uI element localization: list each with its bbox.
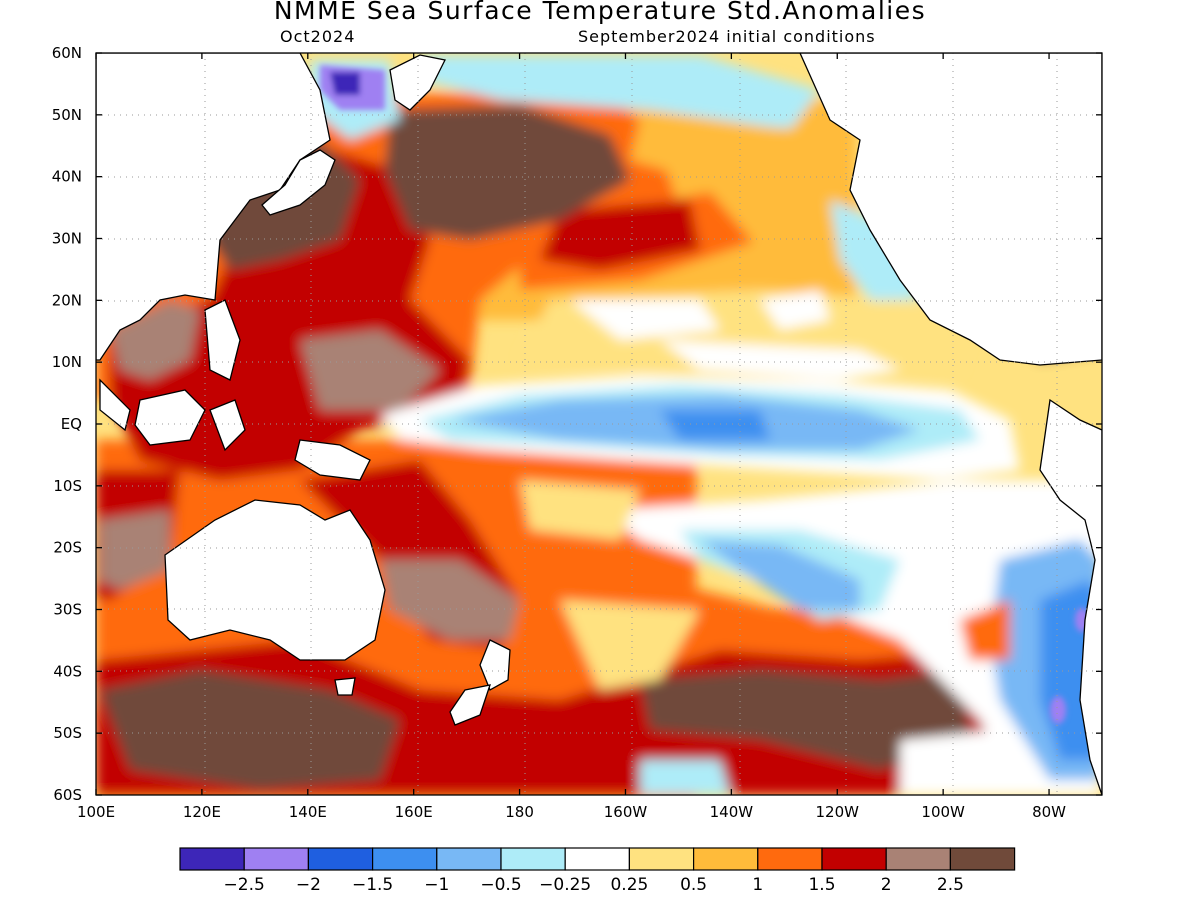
colorbar-label: 1 <box>752 875 763 895</box>
colorbar-swatch <box>949 847 1016 871</box>
colorbar-swatch <box>179 847 245 871</box>
colorbar-label: −2.5 <box>224 875 265 895</box>
lon-tick-label: 100E <box>77 803 115 821</box>
lon-tick-label: 160E <box>395 803 433 821</box>
colorbar-swatch <box>243 847 309 871</box>
anomaly-contours <box>96 55 1100 795</box>
latitude-axis: 60N 50N 40N 30N 20N 10N EQ 10S 20S 30S 40S 50S 60S <box>52 44 1102 804</box>
colorbar-label: −2 <box>296 875 321 895</box>
land-kamchatka <box>389 54 446 111</box>
land-sulawesi <box>209 399 246 452</box>
lat-tick-label: 60S <box>53 786 82 804</box>
lat-tick-label: 10N <box>52 353 82 371</box>
land-philippines <box>204 299 241 381</box>
land-australia <box>164 499 386 661</box>
forecast-month: Oct2024 <box>280 27 356 46</box>
lat-tick-label: 50S <box>53 724 82 742</box>
land-new-guinea <box>294 439 371 481</box>
colorbar-label: −1 <box>424 875 449 895</box>
colorbar-swatch <box>436 847 502 871</box>
lon-tick-label: 160W <box>604 803 648 821</box>
anomaly-field <box>96 53 1102 795</box>
colorbar-label: 1.5 <box>808 875 835 895</box>
land-tasmania <box>334 677 356 696</box>
colorbar: −2.5 −2 −1.5 −1 −0.5 −0.25 0.25 0.5 1 1.5 2 2.5 <box>179 847 1016 895</box>
lat-tick-label: 20S <box>53 539 82 557</box>
land-japan <box>261 149 336 216</box>
lat-lon-grid <box>96 53 1102 795</box>
lat-tick-label: 60N <box>52 44 82 62</box>
lat-tick-label: 10S <box>53 477 82 495</box>
lat-tick-label: 20N <box>52 291 82 309</box>
longitude-axis: 100E 120E 140E 160E 180 160W 140W 120W 100W 80W <box>77 53 1066 821</box>
colorbar-label: −0.25 <box>539 875 591 895</box>
colorbar-swatch <box>500 847 566 871</box>
colorbar-swatch <box>821 847 887 871</box>
lat-tick-label: 50N <box>52 106 82 124</box>
lon-tick-label: 80W <box>1032 803 1066 821</box>
lat-tick-label: EQ <box>61 415 82 433</box>
map-title: NMME Sea Surface Temperature Std.Anomali… <box>273 0 927 25</box>
colorbar-label: 2.5 <box>937 875 964 895</box>
colorbar-swatch <box>372 847 438 871</box>
land-masses <box>96 53 1102 795</box>
colorbar-label: −0.5 <box>480 875 521 895</box>
colorbar-swatch <box>307 847 374 871</box>
land-borneo <box>134 389 206 446</box>
colorbar-label: −1.5 <box>352 875 393 895</box>
lon-tick-label: 140W <box>710 803 754 821</box>
land-nz-north <box>479 639 511 691</box>
lon-tick-label: 120W <box>816 803 860 821</box>
land-sumatra <box>99 378 131 432</box>
colorbar-label: 0.25 <box>610 875 648 895</box>
land-nz-south <box>449 684 491 726</box>
lon-tick-label: 120E <box>183 803 221 821</box>
colorbar-label: 2 <box>881 875 892 895</box>
lon-tick-label: 140E <box>289 803 327 821</box>
colorbar-swatch <box>757 847 823 871</box>
lat-tick-label: 30S <box>53 601 82 619</box>
initial-conditions: September2024 initial conditions <box>578 27 876 46</box>
lon-tick-label: 100W <box>921 803 965 821</box>
lat-tick-label: 40S <box>53 662 82 680</box>
lat-tick-label: 30N <box>52 230 82 248</box>
colorbar-swatch <box>564 847 631 871</box>
colorbar-swatch <box>692 847 759 871</box>
land-north-america-coast <box>799 53 1102 366</box>
land-south-america <box>1039 398 1102 795</box>
lon-tick-label: 180 <box>505 803 534 821</box>
colorbar-label: 0.5 <box>680 875 707 895</box>
colorbar-swatch <box>628 847 695 871</box>
lat-tick-label: 40N <box>52 168 82 186</box>
colorbar-swatch <box>885 847 952 871</box>
